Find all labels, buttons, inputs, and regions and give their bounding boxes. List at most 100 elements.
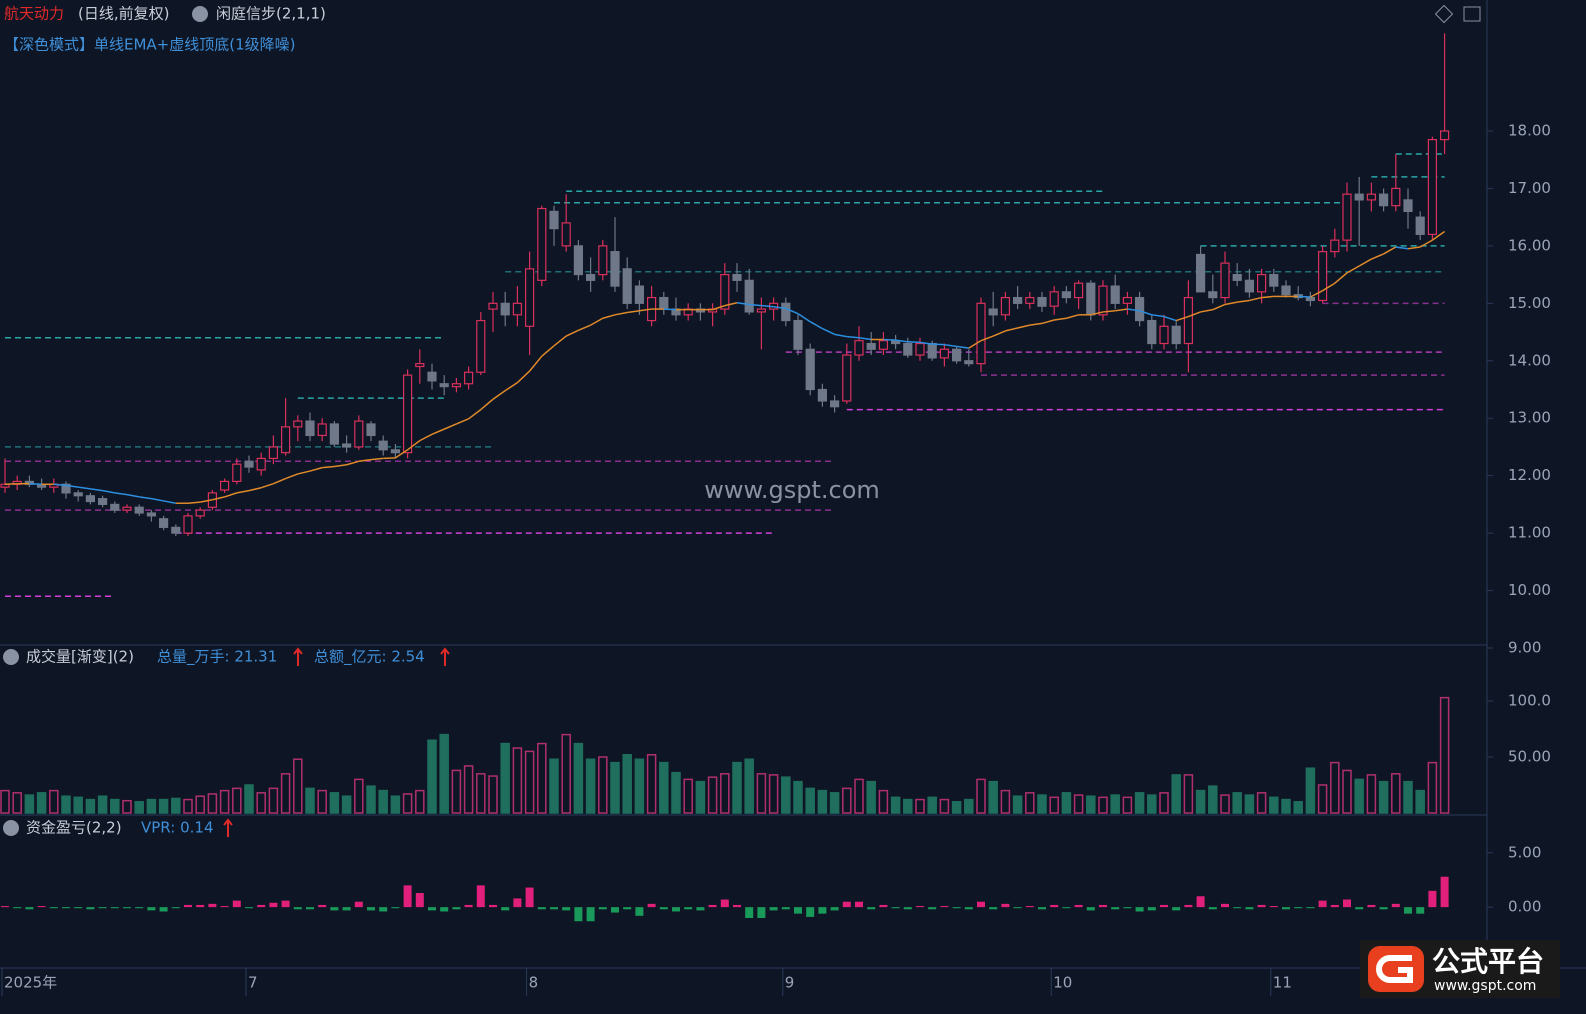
vpr-bar xyxy=(903,907,912,910)
volume-bar xyxy=(341,795,352,814)
volume-bar xyxy=(878,789,889,814)
volume-bar xyxy=(1073,794,1084,814)
ema-line xyxy=(492,390,506,400)
ema-line xyxy=(736,302,750,306)
ema-line xyxy=(639,308,652,312)
candle-body xyxy=(1000,296,1011,316)
ema-line xyxy=(1383,246,1397,255)
ema-line xyxy=(297,470,311,475)
candle-body xyxy=(281,426,291,454)
volume-bar xyxy=(110,798,120,814)
ema-line xyxy=(1371,253,1384,260)
vpr-bar xyxy=(672,907,680,912)
ema-line xyxy=(1419,239,1433,248)
vpr-bar xyxy=(232,900,241,908)
volume-bar xyxy=(476,773,486,814)
y-tick-label: 10.00 xyxy=(1508,581,1551,599)
candle-body xyxy=(122,506,132,511)
candle-body xyxy=(232,463,242,483)
toggle-icon[interactable] xyxy=(3,820,19,836)
ema-line xyxy=(968,340,982,349)
candle-body xyxy=(1061,291,1072,299)
toggle-icon[interactable] xyxy=(192,6,208,22)
volume-bar xyxy=(781,776,791,814)
candle-body xyxy=(1159,325,1169,345)
vpr-bar xyxy=(13,907,22,909)
candle-body xyxy=(415,363,425,368)
candle-body xyxy=(927,342,937,359)
volume-bar xyxy=(1147,794,1157,814)
candle-body xyxy=(451,383,461,388)
candle-body xyxy=(964,360,974,365)
candle-body xyxy=(61,483,71,494)
up-arrow xyxy=(293,647,303,666)
vpr-bar xyxy=(74,907,83,909)
ema-line xyxy=(1041,319,1055,325)
ema-line xyxy=(1066,314,1079,319)
watermark: www.gspt.com xyxy=(704,476,880,504)
candle-body xyxy=(793,319,803,350)
vpr-bar xyxy=(1172,907,1181,911)
vpr-bar xyxy=(1074,904,1083,908)
toggle-icon[interactable] xyxy=(3,649,19,665)
volume-bar xyxy=(305,787,315,814)
volume-bar xyxy=(610,761,620,814)
ema-line xyxy=(187,501,201,504)
volume-stat: 总量_万手: 21.31 xyxy=(157,648,277,667)
candle-body xyxy=(476,319,486,373)
vpr-bar xyxy=(1294,907,1303,909)
y-tick-label: 0.00 xyxy=(1508,898,1541,916)
up-arrow xyxy=(440,647,450,666)
ema-line xyxy=(53,483,67,487)
volume-bar xyxy=(817,789,828,814)
volume-bar xyxy=(1330,761,1340,814)
ema-line xyxy=(504,381,518,392)
vpr-bar xyxy=(452,907,461,910)
volume-bar xyxy=(707,776,718,814)
vpr-bar xyxy=(184,904,192,908)
ema-line xyxy=(346,460,360,466)
vpr-bar xyxy=(708,904,717,908)
ema-line xyxy=(1310,290,1323,298)
ema-line xyxy=(126,493,140,498)
candle-body xyxy=(659,296,669,310)
ema-line xyxy=(1102,310,1116,313)
volume-bar xyxy=(1342,769,1352,814)
volume-bar xyxy=(1281,798,1291,814)
vpr-bar xyxy=(550,907,558,910)
candle-body xyxy=(829,400,840,408)
volume-bar xyxy=(268,787,279,814)
vpr-bar xyxy=(318,904,327,908)
x-tick-label: 8 xyxy=(529,974,539,992)
logo-glyph xyxy=(1376,955,1413,983)
candle-body xyxy=(1073,282,1084,299)
volume-bar xyxy=(1293,801,1303,814)
ema-line xyxy=(1151,314,1165,318)
vpr-bar xyxy=(159,907,168,912)
vpr-bar xyxy=(733,904,741,908)
volume-bar xyxy=(1354,778,1364,814)
candle-body xyxy=(110,503,120,511)
candle-body xyxy=(951,348,962,362)
vpr-bar xyxy=(1269,906,1278,908)
candle-body xyxy=(1232,273,1242,281)
ema-line xyxy=(724,302,738,307)
ema-line xyxy=(224,492,238,498)
period: (日线,前复权) xyxy=(78,5,169,23)
ema-line xyxy=(1017,324,1030,329)
volume-bar xyxy=(988,780,998,814)
candle-body xyxy=(854,340,864,356)
vpr-bar xyxy=(769,907,778,911)
volume-bar xyxy=(829,792,840,814)
volume-bar xyxy=(500,742,510,814)
x-tick-label: 2025年 xyxy=(4,974,57,992)
volume-bar xyxy=(1183,774,1194,814)
tool-icon[interactable] xyxy=(1434,4,1454,24)
vpr-bar xyxy=(62,907,70,909)
volume-bar xyxy=(1269,796,1279,814)
ema-line xyxy=(761,304,774,308)
panel-icon[interactable] xyxy=(1463,6,1481,22)
ema-line xyxy=(1054,317,1067,321)
candle-body xyxy=(903,342,913,356)
ema-line xyxy=(1200,308,1213,313)
